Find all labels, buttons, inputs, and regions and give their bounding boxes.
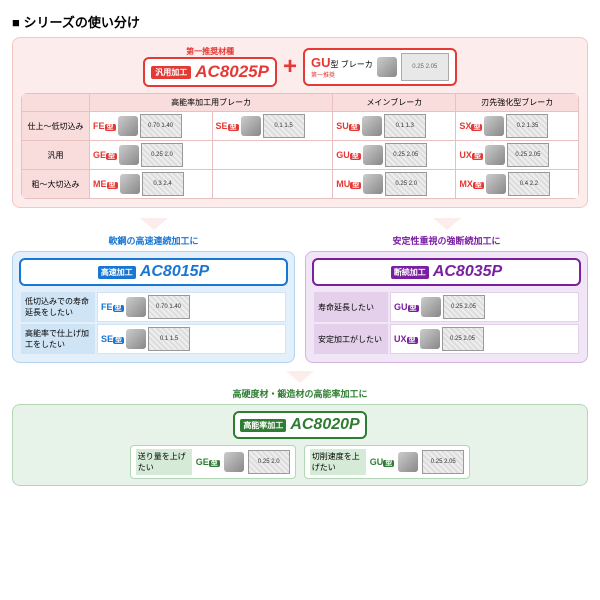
insert-icon: [421, 297, 441, 317]
purple-label: 安定性重視の強断続加工に: [305, 234, 588, 247]
label-first-recommended: 第一推奨材種: [143, 46, 277, 57]
blue-box: 高速加工 AC8015P 低切込みでの寿命延長をしたい FE型 0.70 1.4…: [12, 251, 295, 363]
main-breaker-table: 高能率加工用ブレーカ メインブレーカ 刃先強化型ブレーカ 仕上～低切込み FE型…: [21, 93, 579, 199]
breaker-cell: GU型 0.25 2.05: [336, 143, 452, 167]
insert-icon: [119, 145, 139, 165]
breaker-cell: FE型 0.70 1.40: [93, 114, 209, 138]
row-header: 寿命延長したい: [314, 292, 388, 322]
main-series-box: 第一推奨材種 汎用加工 AC8025P + GU型 ブレーカ 第一推奨 0.25…: [12, 37, 588, 208]
insert-icon: [224, 452, 244, 472]
main-pill-ac8025p: 汎用加工 AC8025P: [143, 57, 277, 87]
breaker-cell: GE型 0.25 2.0: [93, 143, 209, 167]
insert-icon: [362, 116, 382, 136]
insert-icon: [485, 145, 505, 165]
insert-icon: [398, 452, 418, 472]
green-box: 高能率加工 AC8020P 送り量を上げたい GE型 0.25 2.0 切削速度…: [12, 404, 588, 486]
row-header: 低切込みでの寿命延長をしたい: [21, 292, 95, 322]
breaker-cell: UX型 0.25 2.05: [459, 143, 575, 167]
breaker-cell: SE型 0.1 1.5: [216, 114, 330, 138]
insert-icon: [241, 116, 261, 136]
page-title: シリーズの使い分け: [12, 12, 588, 31]
green-item: 送り量を上げたい GE型 0.25 2.0: [130, 445, 296, 479]
row-header: 安定加工がしたい: [314, 324, 388, 354]
insert-icon: [377, 57, 397, 77]
breaker-cell: MX型 0.4 2.2: [459, 172, 575, 196]
arrow-down-icon: [433, 218, 461, 230]
green-item: 切削速度を上げたい GU型 0.25 2.05: [304, 445, 471, 479]
blue-label: 軟鋼の高速連続加工に: [12, 234, 295, 247]
insert-icon: [420, 329, 440, 349]
insert-icon: [484, 116, 504, 136]
breaker-cell: MU型 0.25 2.0: [336, 172, 452, 196]
insert-icon: [363, 145, 383, 165]
plus-icon: +: [283, 53, 297, 81]
row-header: 高能率で仕上げ加工をしたい: [21, 324, 95, 354]
row-header: 汎用: [22, 141, 90, 170]
insert-icon: [118, 116, 138, 136]
insert-icon: [486, 174, 506, 194]
insert-icon: [120, 174, 140, 194]
arrow-down-icon: [140, 218, 168, 230]
purple-box: 断続加工 AC8035P 寿命延長したい GU型 0.25 2.05 安定加工が…: [305, 251, 588, 363]
main-pill-gu: GU型 ブレーカ 第一推奨 0.25 2.05: [303, 48, 457, 86]
breaker-cell: SX型 0.2 1.35: [459, 114, 575, 138]
insert-icon: [126, 329, 146, 349]
breaker-cell: SU型 0.1 1.3: [336, 114, 452, 138]
green-label: 高硬度材・鍛造材の高能率加工に: [12, 387, 588, 400]
arrow-down-icon: [286, 371, 314, 383]
breaker-cell: ME型 0.3 2.4: [93, 172, 209, 196]
row-header: 仕上～低切込み: [22, 112, 90, 141]
insert-icon: [126, 297, 146, 317]
insert-icon: [363, 174, 383, 194]
row-header: 粗～大切込み: [22, 170, 90, 199]
